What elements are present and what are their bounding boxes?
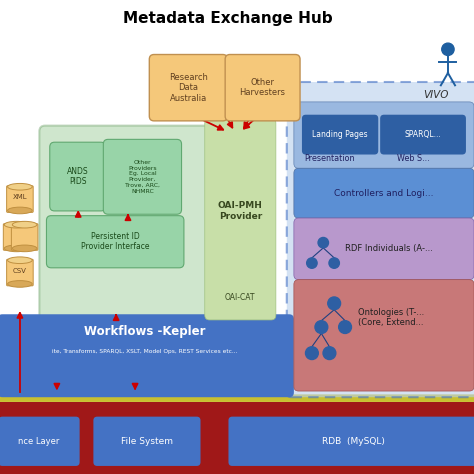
FancyBboxPatch shape — [294, 218, 474, 280]
FancyBboxPatch shape — [0, 394, 474, 402]
Text: CSV: CSV — [13, 268, 27, 273]
Text: RDB  (MySQL): RDB (MySQL) — [322, 437, 384, 446]
Text: Metadata Exchange Hub: Metadata Exchange Hub — [123, 10, 332, 26]
Circle shape — [323, 347, 336, 359]
FancyBboxPatch shape — [0, 417, 80, 466]
Text: VIVO: VIVO — [423, 90, 449, 100]
Text: Presentation: Presentation — [304, 155, 355, 163]
Text: Controllers and Logi...: Controllers and Logi... — [334, 189, 434, 198]
FancyBboxPatch shape — [0, 402, 474, 474]
FancyBboxPatch shape — [3, 224, 30, 250]
FancyBboxPatch shape — [50, 142, 106, 211]
Text: SPARQL...: SPARQL... — [405, 130, 441, 139]
FancyBboxPatch shape — [205, 118, 276, 320]
Text: Persistent ID
Provider Interface: Persistent ID Provider Interface — [81, 232, 149, 251]
FancyBboxPatch shape — [93, 417, 201, 466]
Ellipse shape — [8, 257, 32, 264]
Ellipse shape — [8, 207, 32, 214]
Text: RDF Individuals (A-...: RDF Individuals (A-... — [345, 245, 433, 253]
FancyBboxPatch shape — [294, 168, 474, 218]
Text: OAI-CAT: OAI-CAT — [225, 293, 255, 302]
Text: Ontologies (T-...
(Core, Extend...: Ontologies (T-... (Core, Extend... — [358, 308, 424, 327]
Circle shape — [338, 320, 352, 334]
Ellipse shape — [8, 183, 32, 190]
Circle shape — [318, 237, 328, 248]
FancyBboxPatch shape — [103, 139, 182, 214]
Text: Research
Data
Australia: Research Data Australia — [169, 73, 208, 102]
Circle shape — [315, 320, 328, 334]
FancyBboxPatch shape — [302, 115, 378, 155]
Text: Other
Providers
Eg. Local
Provider,
Trove, ARC,
NHMRC: Other Providers Eg. Local Provider, Trov… — [125, 160, 160, 194]
Text: ANDS
PIDS: ANDS PIDS — [67, 167, 89, 186]
FancyBboxPatch shape — [0, 314, 294, 397]
Text: OAI-PMH
Provider: OAI-PMH Provider — [218, 201, 263, 220]
FancyBboxPatch shape — [7, 259, 33, 286]
Ellipse shape — [12, 221, 37, 228]
FancyBboxPatch shape — [287, 82, 474, 397]
FancyBboxPatch shape — [380, 115, 466, 155]
Text: Other
Harvesters: Other Harvesters — [239, 78, 286, 97]
FancyBboxPatch shape — [39, 126, 210, 321]
Circle shape — [329, 258, 339, 268]
Text: Workflows -Kepler: Workflows -Kepler — [84, 325, 205, 338]
FancyBboxPatch shape — [294, 102, 474, 168]
Ellipse shape — [12, 245, 37, 252]
Text: Landing Pages: Landing Pages — [312, 130, 368, 139]
Text: XML: XML — [13, 194, 27, 200]
FancyBboxPatch shape — [11, 224, 38, 250]
Circle shape — [306, 347, 319, 359]
FancyBboxPatch shape — [149, 55, 228, 121]
FancyBboxPatch shape — [294, 280, 474, 391]
Text: File System: File System — [121, 437, 173, 446]
Circle shape — [307, 258, 317, 268]
Circle shape — [442, 43, 454, 55]
Text: Web S...: Web S... — [398, 155, 430, 163]
Ellipse shape — [8, 281, 32, 287]
Text: ite, Transforms, SPARQL, XSLT, Model Ops, REST Services etc...: ite, Transforms, SPARQL, XSLT, Model Ops… — [52, 349, 237, 354]
Text: nce Layer: nce Layer — [18, 437, 60, 446]
FancyBboxPatch shape — [46, 216, 184, 268]
Circle shape — [328, 297, 340, 310]
FancyBboxPatch shape — [228, 417, 474, 466]
FancyBboxPatch shape — [7, 186, 33, 212]
Ellipse shape — [4, 221, 29, 228]
Ellipse shape — [4, 245, 29, 252]
FancyBboxPatch shape — [225, 55, 300, 121]
